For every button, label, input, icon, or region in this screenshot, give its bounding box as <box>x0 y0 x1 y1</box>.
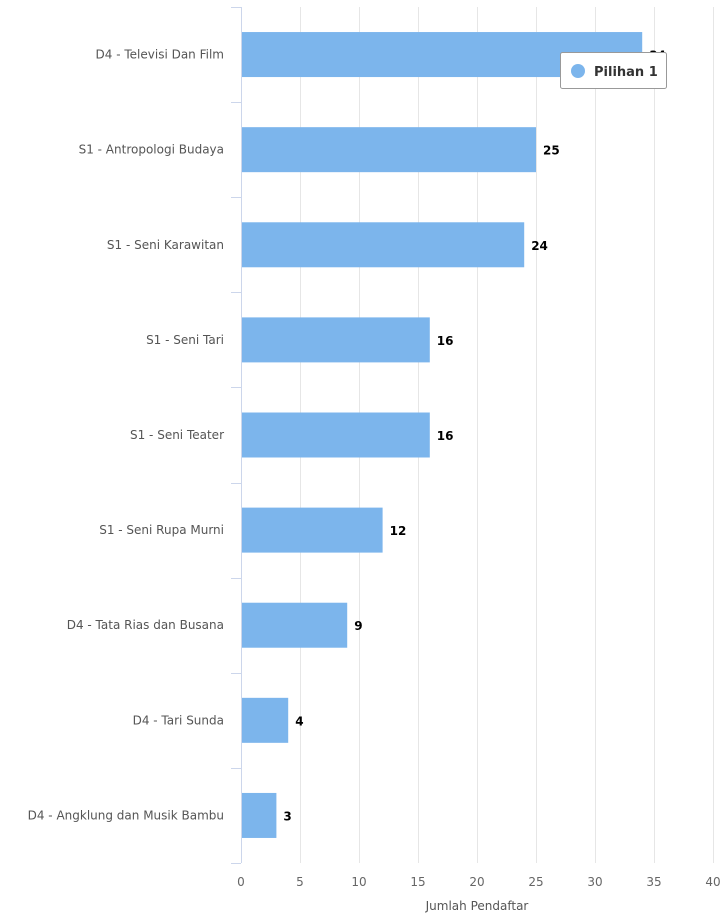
category-label: D4 - Televisi Dan Film <box>96 48 224 62</box>
category-label: D4 - Tari Sunda <box>133 713 224 727</box>
bar[interactable] <box>242 127 536 173</box>
bar[interactable] <box>242 412 430 458</box>
category-label: S1 - Antropologi Budaya <box>79 143 224 157</box>
x-tick-label: 30 <box>587 875 602 889</box>
category-label: S1 - Seni Karawitan <box>107 238 224 252</box>
x-tick-label: 5 <box>296 875 304 889</box>
x-tick-label: 0 <box>237 875 245 889</box>
legend-symbol-pilihan-1[interactable] <box>571 64 585 78</box>
x-tick-label: 15 <box>410 875 425 889</box>
x-tick-label: 10 <box>351 875 366 889</box>
category-axis <box>231 7 242 864</box>
bar[interactable] <box>242 317 430 363</box>
data-label: 16 <box>437 334 454 348</box>
category-label: S1 - Seni Tari <box>146 333 224 347</box>
bar[interactable] <box>242 602 348 648</box>
legend-box[interactable] <box>560 52 667 89</box>
category-label: S1 - Seni Teater <box>130 428 224 442</box>
data-label: 24 <box>531 239 548 253</box>
data-label: 4 <box>295 714 303 728</box>
category-label: D4 - Tata Rias dan Busana <box>67 618 224 632</box>
data-label: 25 <box>543 144 560 158</box>
x-tick-label: 35 <box>646 875 661 889</box>
category-labels: D4 - Televisi Dan Film S1 - Antropologi B… <box>28 48 224 823</box>
legend-item-pilihan-1[interactable]: Pilihan 1 <box>594 65 658 80</box>
legend[interactable]: Pilihan 1 <box>560 52 667 89</box>
x-tick-label: 40 <box>705 875 720 889</box>
x-tick-label: 20 <box>469 875 484 889</box>
category-label: D4 - Angklung dan Musik Bambu <box>28 808 224 822</box>
bar[interactable] <box>242 792 277 838</box>
bar[interactable] <box>242 222 525 268</box>
bar[interactable] <box>242 697 289 743</box>
x-axis-title: Jumlah Pendaftar <box>425 899 529 913</box>
data-label: 12 <box>390 524 407 538</box>
x-tick-label: 25 <box>528 875 543 889</box>
bar[interactable] <box>242 507 383 553</box>
data-label: 16 <box>437 429 454 443</box>
category-label: S1 - Seni Rupa Murni <box>99 523 224 537</box>
data-label: 3 <box>283 809 291 823</box>
value-axis: 0 5 10 15 20 25 30 35 40 <box>237 875 720 889</box>
data-label: 9 <box>354 619 362 633</box>
